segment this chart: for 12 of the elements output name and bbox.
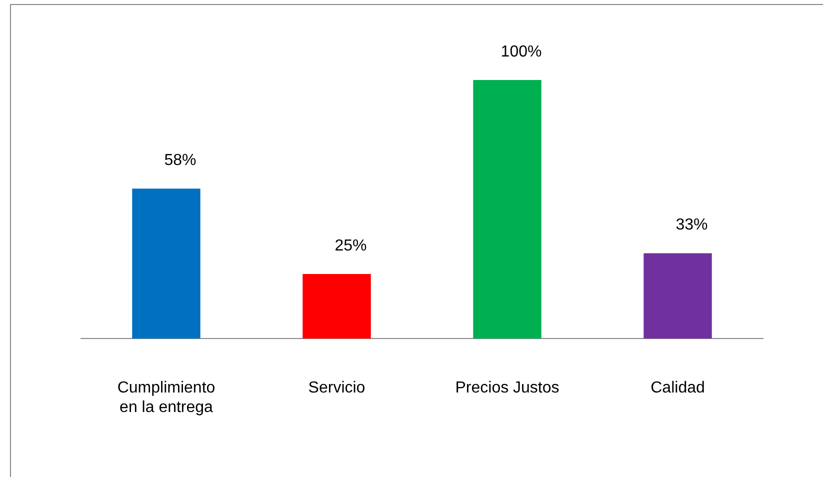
bar <box>132 188 200 339</box>
x-tick-label: Calidad <box>650 380 705 397</box>
data-label: 58% <box>164 152 196 170</box>
x-tick-label: Servicio <box>308 380 366 397</box>
data-label: 25% <box>334 237 367 254</box>
bar <box>644 253 712 339</box>
bar <box>473 80 542 339</box>
x-tick-label: Cumplimiento en la entrega <box>117 380 216 416</box>
x-tick-label: Precios Justos <box>455 380 560 397</box>
data-label: 100% <box>500 43 542 60</box>
data-label: 33% <box>676 216 708 234</box>
bar <box>302 274 371 339</box>
